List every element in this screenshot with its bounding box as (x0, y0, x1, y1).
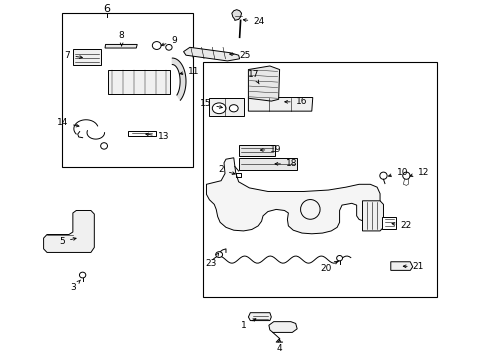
Polygon shape (390, 262, 412, 270)
Polygon shape (381, 217, 395, 229)
Text: 21: 21 (403, 262, 423, 271)
Ellipse shape (215, 252, 222, 257)
Polygon shape (73, 49, 101, 65)
Polygon shape (128, 131, 156, 136)
Ellipse shape (152, 41, 161, 49)
Text: 14: 14 (57, 118, 79, 127)
Polygon shape (238, 158, 297, 170)
Polygon shape (172, 58, 185, 100)
Text: 10: 10 (387, 168, 407, 177)
Polygon shape (43, 211, 94, 252)
Ellipse shape (402, 172, 409, 179)
Text: 19: 19 (260, 145, 281, 154)
Ellipse shape (336, 256, 342, 261)
Polygon shape (108, 69, 170, 94)
Ellipse shape (212, 103, 225, 114)
Text: 4: 4 (276, 339, 282, 353)
Text: 24: 24 (243, 17, 264, 26)
Text: 3: 3 (70, 280, 81, 292)
Text: 15: 15 (200, 99, 222, 108)
Polygon shape (268, 321, 297, 332)
Polygon shape (209, 98, 243, 116)
Ellipse shape (300, 199, 320, 219)
Ellipse shape (101, 143, 107, 149)
Text: 22: 22 (391, 221, 411, 230)
Text: 7: 7 (64, 51, 82, 60)
Text: 16: 16 (284, 97, 306, 106)
Text: 6: 6 (103, 4, 110, 14)
Ellipse shape (165, 44, 172, 50)
Text: 5: 5 (59, 237, 76, 246)
Polygon shape (248, 66, 279, 101)
Text: 2: 2 (218, 166, 235, 175)
Polygon shape (248, 98, 312, 111)
Text: 13: 13 (145, 132, 169, 141)
Polygon shape (206, 158, 379, 234)
Polygon shape (238, 145, 274, 156)
Text: 8: 8 (119, 31, 124, 46)
Text: 25: 25 (229, 51, 250, 60)
Ellipse shape (79, 272, 85, 278)
Text: 18: 18 (274, 159, 297, 168)
Text: 20: 20 (320, 261, 337, 274)
Polygon shape (231, 10, 241, 21)
Ellipse shape (379, 172, 386, 179)
Bar (203, 62, 436, 297)
Text: 12: 12 (409, 168, 428, 177)
Polygon shape (248, 313, 271, 320)
Polygon shape (105, 44, 137, 48)
Polygon shape (362, 201, 383, 231)
Text: 23: 23 (205, 253, 218, 268)
Polygon shape (183, 47, 239, 61)
Text: 11: 11 (180, 67, 200, 76)
Text: 17: 17 (247, 70, 259, 84)
Bar (61, 13, 193, 167)
Text: 1: 1 (241, 319, 255, 330)
Ellipse shape (229, 105, 238, 112)
Text: 9: 9 (161, 36, 177, 46)
